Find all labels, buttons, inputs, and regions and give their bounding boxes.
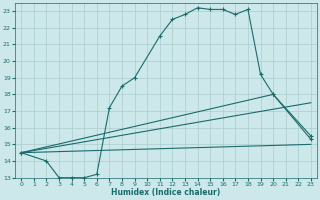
- X-axis label: Humidex (Indice chaleur): Humidex (Indice chaleur): [111, 188, 221, 197]
